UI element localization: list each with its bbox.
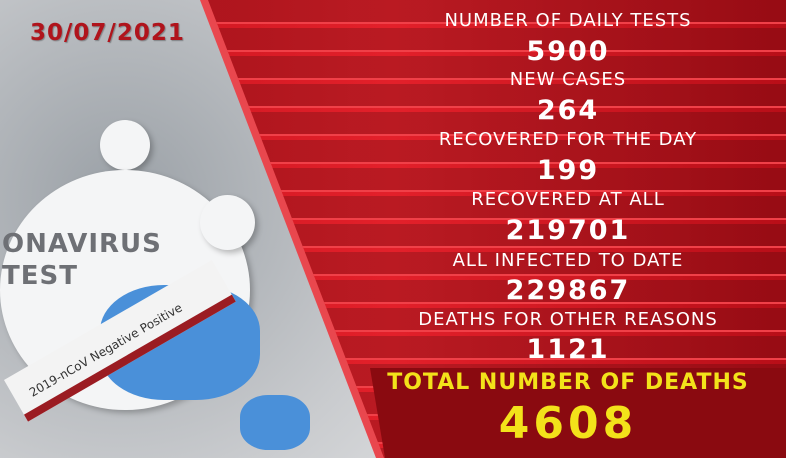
stat-label: New cases (509, 69, 627, 90)
stat-label: All infected to date (452, 250, 684, 271)
stat-value: 229867 (505, 275, 631, 306)
stat-label: Number of daily tests (444, 10, 692, 31)
card-text: ONAVIRUS TEST (2, 229, 162, 291)
total-value: 4608 (498, 398, 638, 449)
stat-value: 199 (536, 155, 600, 186)
stat-value: 1121 (526, 334, 610, 365)
virus-card-spike (200, 195, 255, 250)
stat-label: Deaths for other reasons (418, 309, 718, 330)
date: 30/07/2021 (30, 20, 185, 46)
total-band (370, 368, 786, 458)
total-label: Total number of deaths (387, 370, 749, 395)
stat-value: 264 (536, 95, 600, 126)
virus-card-spike (100, 120, 150, 170)
stat-value: 219701 (505, 215, 631, 246)
glove-finger (240, 395, 310, 450)
stat-label: Recovered at all (471, 189, 665, 210)
stat-value: 5900 (526, 36, 610, 67)
stat-label: Recovered for the day (438, 129, 698, 150)
